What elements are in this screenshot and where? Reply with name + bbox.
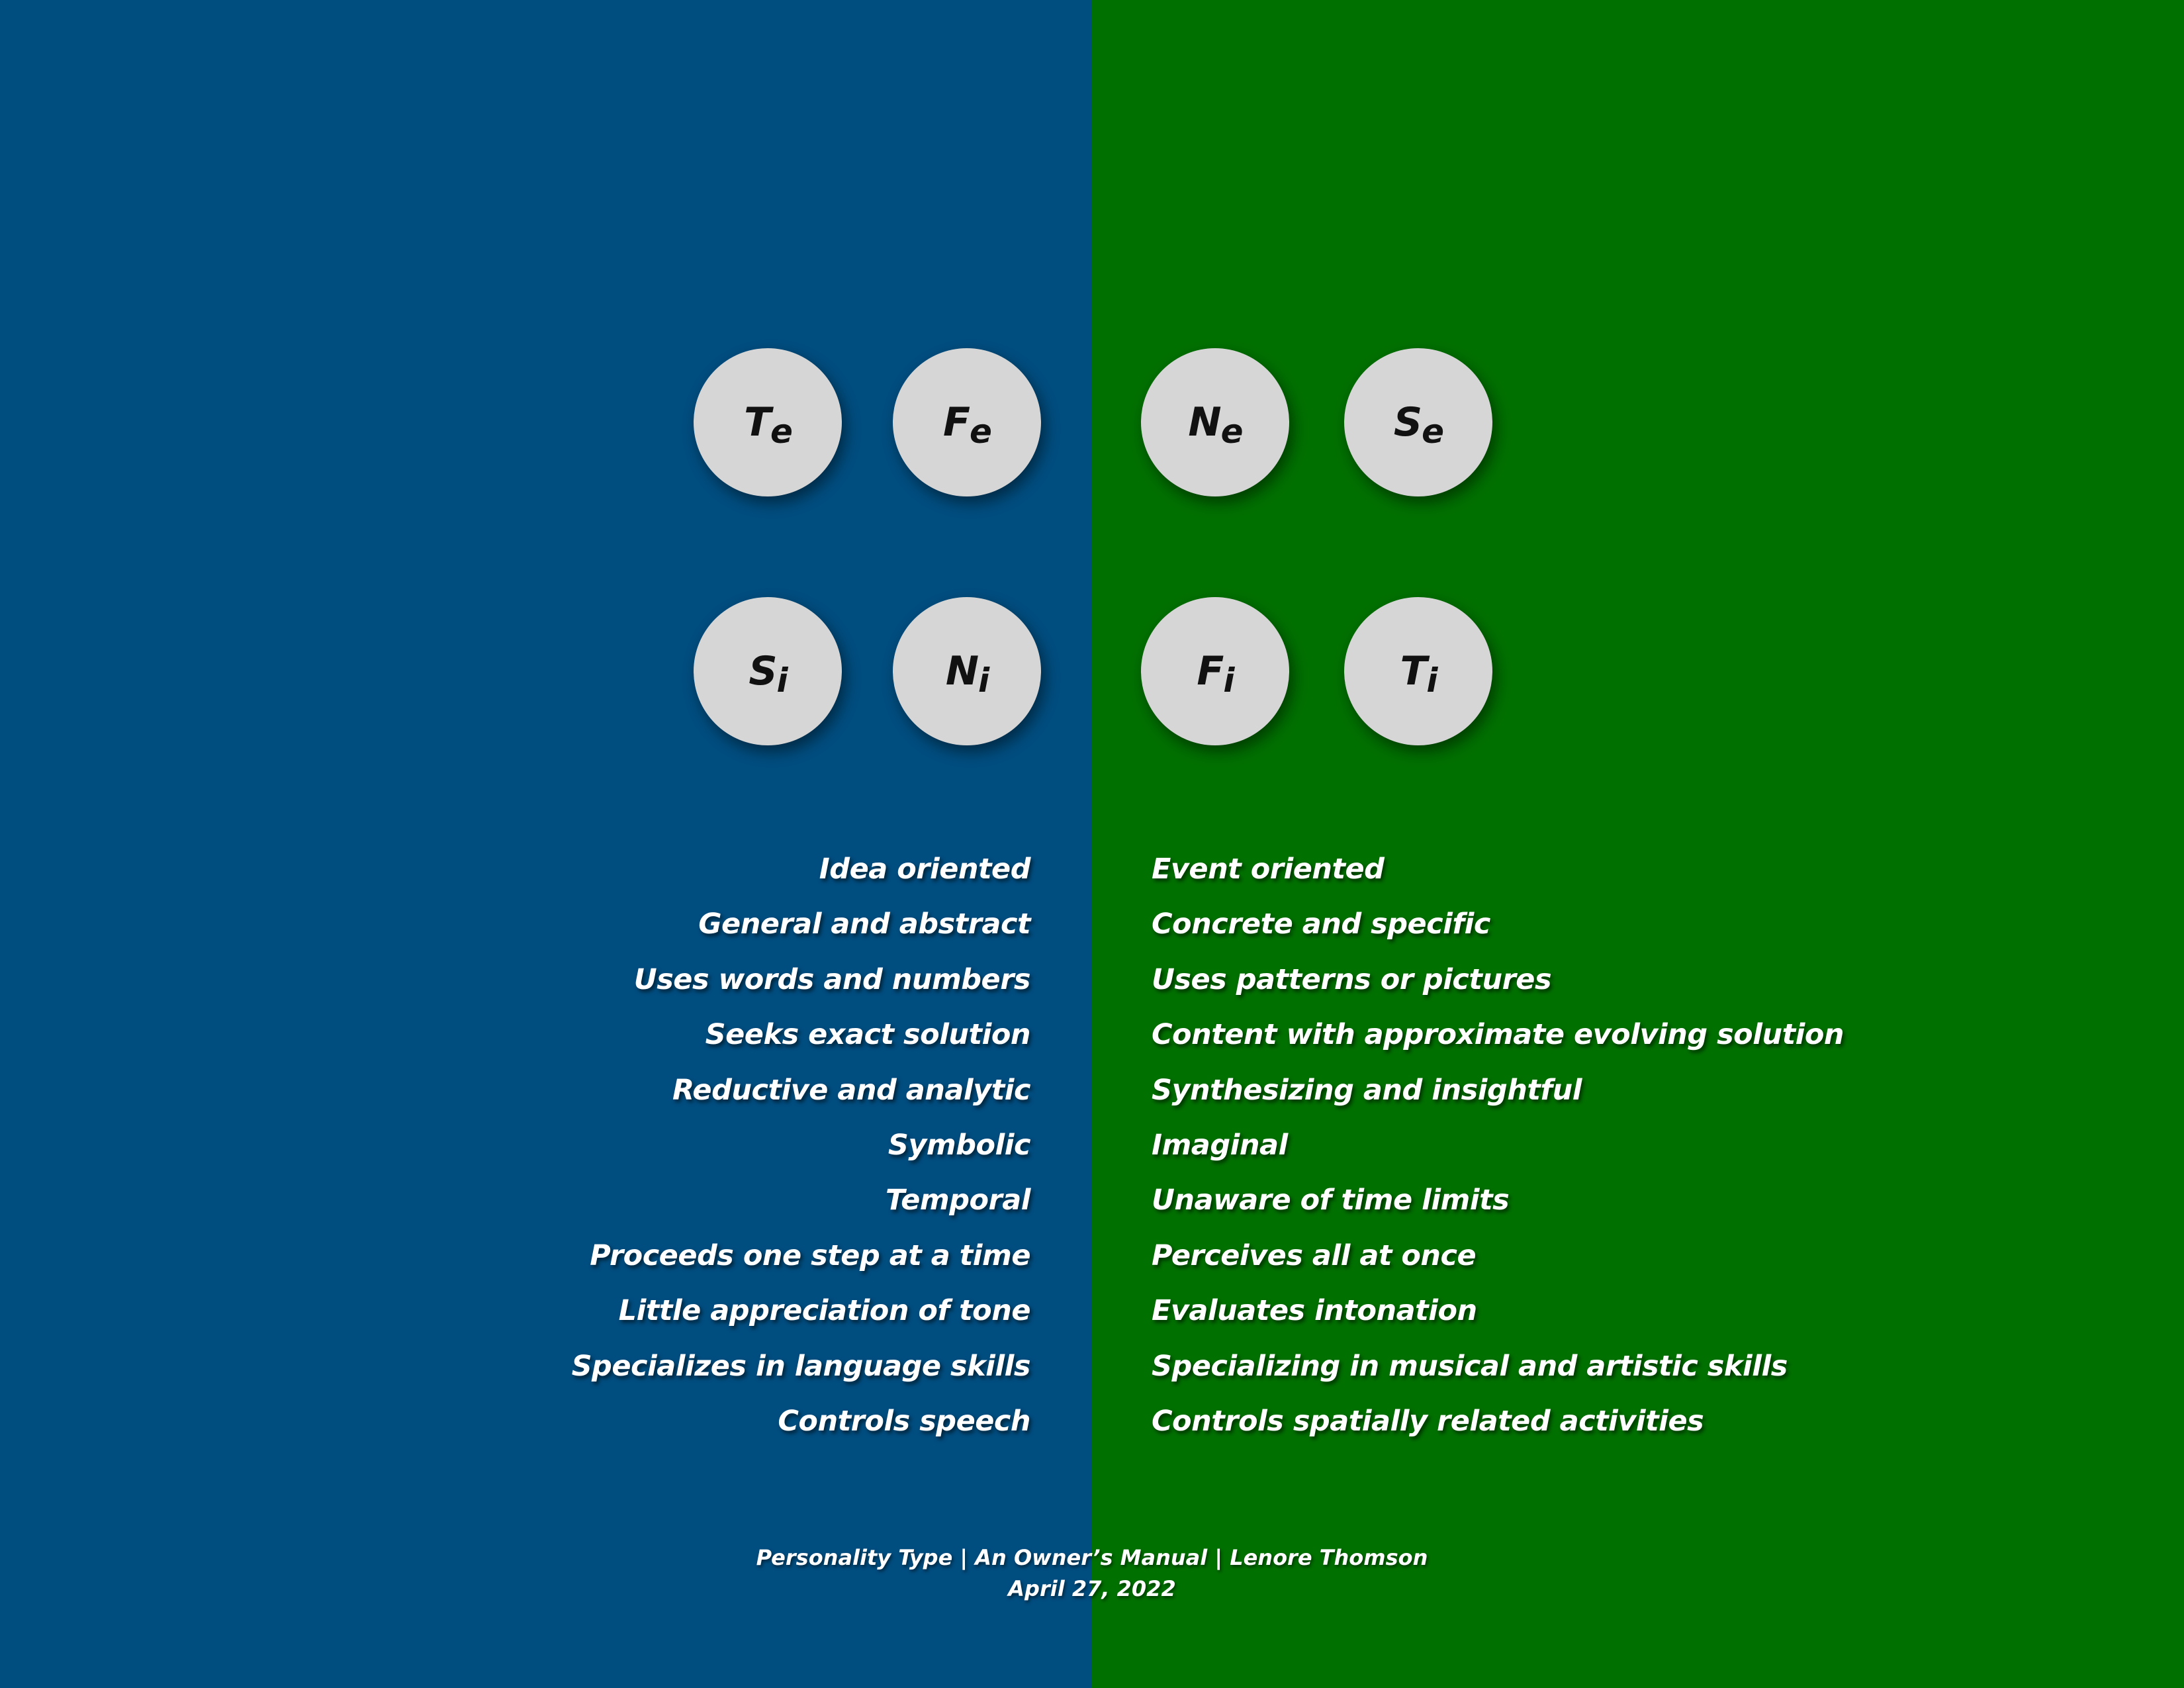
- list-item: Specializes in language skills: [571, 1349, 1031, 1383]
- list-item: Specializing in musical and artistic ski…: [1152, 1349, 1788, 1383]
- circle-subscript: e: [1220, 412, 1244, 451]
- list-item: Reductive and analytic: [672, 1073, 1031, 1107]
- circle-subscript: e: [1422, 412, 1444, 451]
- footer-date-line: April 27, 2022: [1008, 1576, 1176, 1601]
- list-item: Synthesizing and insightful: [1152, 1073, 1582, 1107]
- list-item: Controls speech: [778, 1405, 1030, 1438]
- list-item: Proceeds one step at a time: [590, 1239, 1030, 1272]
- list-item: Temporal: [885, 1184, 1031, 1217]
- circle-letter: N: [1188, 399, 1221, 445]
- circle-letter: T: [1400, 648, 1427, 694]
- list-item: Little appreciation of tone: [618, 1294, 1031, 1328]
- list-item: Controls spatially related activities: [1152, 1405, 1704, 1438]
- list-item: Concrete and specific: [1152, 908, 1490, 941]
- right-panel-background: [1092, 0, 2184, 1688]
- left-panel-background: [0, 0, 1092, 1688]
- list-item: Event oriented: [1152, 853, 1385, 886]
- circle-subscript: i: [776, 661, 788, 700]
- circle-letter: F: [943, 399, 970, 445]
- list-item: Content with approximate evolving soluti…: [1152, 1018, 1844, 1052]
- circle-subscript: e: [770, 412, 793, 451]
- circle-letter: S: [1393, 399, 1422, 445]
- list-item: General and abstract: [698, 908, 1030, 941]
- list-item: Idea oriented: [819, 853, 1031, 886]
- list-item: Symbolic: [887, 1129, 1031, 1162]
- left-trait-list: Idea oriented General and abstract Uses …: [571, 842, 1031, 1449]
- circle-letter: N: [945, 648, 979, 694]
- list-item: Imaginal: [1152, 1129, 1288, 1162]
- right-trait-list: Event oriented Concrete and specific Use…: [1152, 842, 1844, 1449]
- circle-letter: S: [749, 648, 777, 694]
- circle-subscript: i: [1223, 661, 1234, 700]
- list-item: Evaluates intonation: [1152, 1294, 1477, 1328]
- circle-letter: F: [1197, 648, 1224, 694]
- list-item: Uses patterns or pictures: [1152, 962, 1552, 996]
- footer-source-line: Personality Type | An Owner’s Manual | L…: [756, 1545, 1428, 1570]
- circle-subscript: e: [970, 412, 992, 451]
- footer-credit: Personality Type | An Owner’s Manual | L…: [0, 1542, 2184, 1605]
- list-item: Unaware of time limits: [1152, 1184, 1510, 1217]
- list-item: Uses words and numbers: [633, 962, 1031, 996]
- circle-subscript: i: [978, 661, 989, 700]
- list-item: Seeks exact solution: [705, 1018, 1031, 1052]
- circle-letter: T: [744, 399, 771, 445]
- list-item: Perceives all at once: [1152, 1239, 1477, 1272]
- circle-subscript: i: [1426, 661, 1437, 700]
